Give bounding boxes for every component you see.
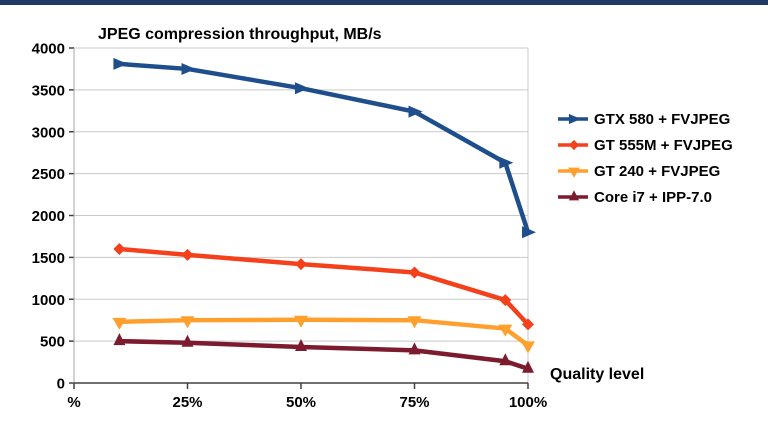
y-tick-label-2500: 2500: [32, 166, 65, 183]
data-point-gt-240-fvjpeg-75: [407, 316, 422, 329]
data-point-gt-555m-fvjpeg-50: [295, 258, 307, 271]
data-point-core-i7-ipp-7-0-50: [295, 338, 307, 351]
chart-title: JPEG compression throughput, MB/s: [98, 26, 382, 43]
data-point-gt-240-fvjpeg-25: [180, 316, 195, 329]
legend-marker-diamond-icon: [558, 139, 588, 151]
data-point-core-i7-ipp-7-0-75: [408, 342, 421, 355]
data-point-gtx-580-fvjpeg-100: [522, 226, 536, 239]
data-point-gt-555m-fvjpeg-75: [408, 266, 421, 279]
data-point-gt-555m-fvjpeg-10: [113, 243, 126, 255]
legend-marker-triangle-up-icon: [558, 190, 588, 201]
legend-label-gt-555m-fvjpeg: GT 555M + FVJPEG: [594, 136, 733, 154]
x-tick-label-0: %: [67, 394, 80, 411]
y-tick-label-3000: 3000: [32, 124, 65, 141]
data-point-core-i7-ipp-7-0-95: [499, 353, 512, 366]
legend: GTX 580 + FVJPEG GT 555M + FVJPEG GT 240 +…: [558, 106, 733, 210]
legend-item-core-i7-ipp-7-0: Core i7 + IPP-7.0: [558, 184, 733, 210]
y-tick-label-1500: 1500: [32, 250, 65, 267]
x-tick-label-75: 75%: [399, 394, 429, 411]
data-point-gt-240-fvjpeg-50: [294, 315, 308, 328]
data-point-gtx-580-fvjpeg-10: [113, 57, 128, 70]
data-point-core-i7-ipp-7-0-10: [113, 333, 126, 346]
data-point-gt-240-fvjpeg-95: [498, 324, 513, 337]
y-tick-label-3500: 3500: [32, 82, 65, 99]
series-gtx-580-fvjpeg: [113, 57, 536, 239]
x-tick-label-50: 50%: [286, 394, 316, 411]
data-point-gt-555m-fvjpeg-100: [522, 318, 534, 331]
y-tick-label-500: 500: [40, 334, 65, 351]
legend-label-gtx-580-fvjpeg: GTX 580 + FVJPEG: [594, 110, 731, 128]
data-point-core-i7-ipp-7-0-100: [522, 360, 534, 373]
legend-marker-triangle-right-icon: [558, 113, 588, 125]
series-gt-555m-fvjpeg: [113, 243, 534, 331]
legend-item-gtx-580-fvjpeg: GTX 580 + FVJPEG: [558, 106, 733, 132]
x-tick-label-25: 25%: [172, 394, 202, 411]
data-point-gtx-580-fvjpeg-25: [181, 62, 196, 75]
y-tick-label-0: 0: [57, 376, 65, 393]
series-line-gt-240-fvjpeg: [117, 317, 531, 348]
y-tick-label-2000: 2000: [32, 208, 65, 225]
top-accent-bar: [0, 0, 768, 5]
legend-label-gt-240-fvjpeg: GT 240 + FVJPEG: [594, 162, 721, 180]
series-line-gtx-580-fvjpeg: [117, 61, 531, 235]
data-point-gtx-580-fvjpeg-95: [499, 156, 514, 169]
x-axis-title: Quality level: [550, 366, 645, 383]
legend-marker-triangle-down-icon: [558, 167, 588, 178]
data-point-gt-555m-fvjpeg-25: [181, 248, 194, 261]
legend-item-gt-240-fvjpeg: GT 240 + FVJPEG: [558, 158, 733, 184]
series-line-core-i7-ipp-7-0: [117, 338, 531, 372]
y-tick-label-1000: 1000: [32, 292, 65, 309]
legend-item-gt-555m-fvjpeg: GT 555M + FVJPEG: [558, 132, 733, 158]
data-point-gt-240-fvjpeg-100: [521, 341, 535, 354]
series-line-gt-555m-fvjpeg: [117, 246, 531, 327]
data-point-gtx-580-fvjpeg-50: [295, 82, 309, 95]
legend-label-core-i7-ipp-7-0: Core i7 + IPP-7.0: [594, 188, 712, 206]
data-point-gt-555m-fvjpeg-95: [499, 294, 512, 307]
series-gt-240-fvjpeg: [112, 315, 535, 354]
x-tick-label-100: 100%: [509, 394, 547, 411]
data-point-gtx-580-fvjpeg-75: [408, 105, 423, 118]
series-core-i7-ipp-7-0: [113, 333, 534, 373]
y-tick-label-4000: 4000: [32, 41, 65, 58]
data-point-core-i7-ipp-7-0-25: [181, 334, 194, 347]
data-point-gt-240-fvjpeg-10: [112, 317, 127, 330]
